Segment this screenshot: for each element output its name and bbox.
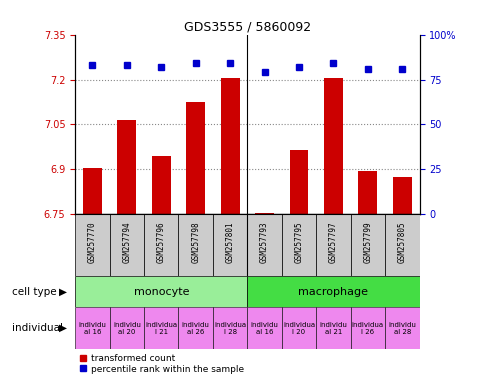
Text: individu
al 28: individu al 28 xyxy=(388,322,415,335)
Text: ▶: ▶ xyxy=(59,323,67,333)
Text: GSM257805: GSM257805 xyxy=(397,222,406,263)
Text: GSM257798: GSM257798 xyxy=(191,222,200,263)
Bar xyxy=(178,214,212,276)
Text: individu
al 20: individu al 20 xyxy=(113,322,140,335)
Text: individua
l 28: individua l 28 xyxy=(213,322,246,335)
Text: individua
l 21: individua l 21 xyxy=(145,322,177,335)
Bar xyxy=(75,214,109,276)
Bar xyxy=(384,307,419,349)
Text: individu
al 16: individu al 16 xyxy=(250,322,278,335)
Text: GSM257795: GSM257795 xyxy=(294,222,303,263)
Text: GSM257793: GSM257793 xyxy=(259,222,269,263)
Text: individu
al 21: individu al 21 xyxy=(319,322,347,335)
Text: GSM257796: GSM257796 xyxy=(156,222,166,263)
Bar xyxy=(109,307,144,349)
Bar xyxy=(186,102,205,214)
Bar xyxy=(316,307,350,349)
Bar xyxy=(247,214,281,276)
Bar xyxy=(255,213,273,214)
Bar xyxy=(247,276,419,307)
Text: macrophage: macrophage xyxy=(298,286,368,297)
Text: individua
l 26: individua l 26 xyxy=(351,322,383,335)
Bar xyxy=(151,156,170,214)
Bar xyxy=(281,214,316,276)
Bar xyxy=(384,214,419,276)
Bar xyxy=(178,307,212,349)
Bar xyxy=(358,171,377,214)
Bar xyxy=(350,307,384,349)
Text: GSM257801: GSM257801 xyxy=(225,222,234,263)
Bar xyxy=(212,307,247,349)
Text: individua
l 20: individua l 20 xyxy=(282,322,315,335)
Bar xyxy=(289,150,308,214)
Bar xyxy=(75,307,109,349)
Bar xyxy=(212,214,247,276)
Legend: transformed count, percentile rank within the sample: transformed count, percentile rank withi… xyxy=(79,354,243,374)
Bar xyxy=(144,307,178,349)
Bar xyxy=(83,168,102,214)
Bar xyxy=(144,214,178,276)
Bar xyxy=(323,78,342,214)
Bar xyxy=(281,307,316,349)
Bar xyxy=(75,276,247,307)
Bar xyxy=(109,214,144,276)
Bar xyxy=(220,78,239,214)
Text: individu
al 26: individu al 26 xyxy=(182,322,209,335)
Text: individu
al 16: individu al 16 xyxy=(78,322,106,335)
Text: GSM257797: GSM257797 xyxy=(328,222,337,263)
Bar xyxy=(247,307,281,349)
Text: monocyte: monocyte xyxy=(133,286,189,297)
Bar xyxy=(316,214,350,276)
Text: GSM257770: GSM257770 xyxy=(88,222,97,263)
Text: GSM257794: GSM257794 xyxy=(122,222,131,263)
Text: ▶: ▶ xyxy=(59,286,67,297)
Text: individual: individual xyxy=(12,323,63,333)
Text: GSM257799: GSM257799 xyxy=(363,222,372,263)
Bar xyxy=(392,177,411,214)
Title: GDS3555 / 5860092: GDS3555 / 5860092 xyxy=(183,20,310,33)
Text: cell type: cell type xyxy=(12,286,57,297)
Bar xyxy=(350,214,384,276)
Bar xyxy=(117,120,136,214)
